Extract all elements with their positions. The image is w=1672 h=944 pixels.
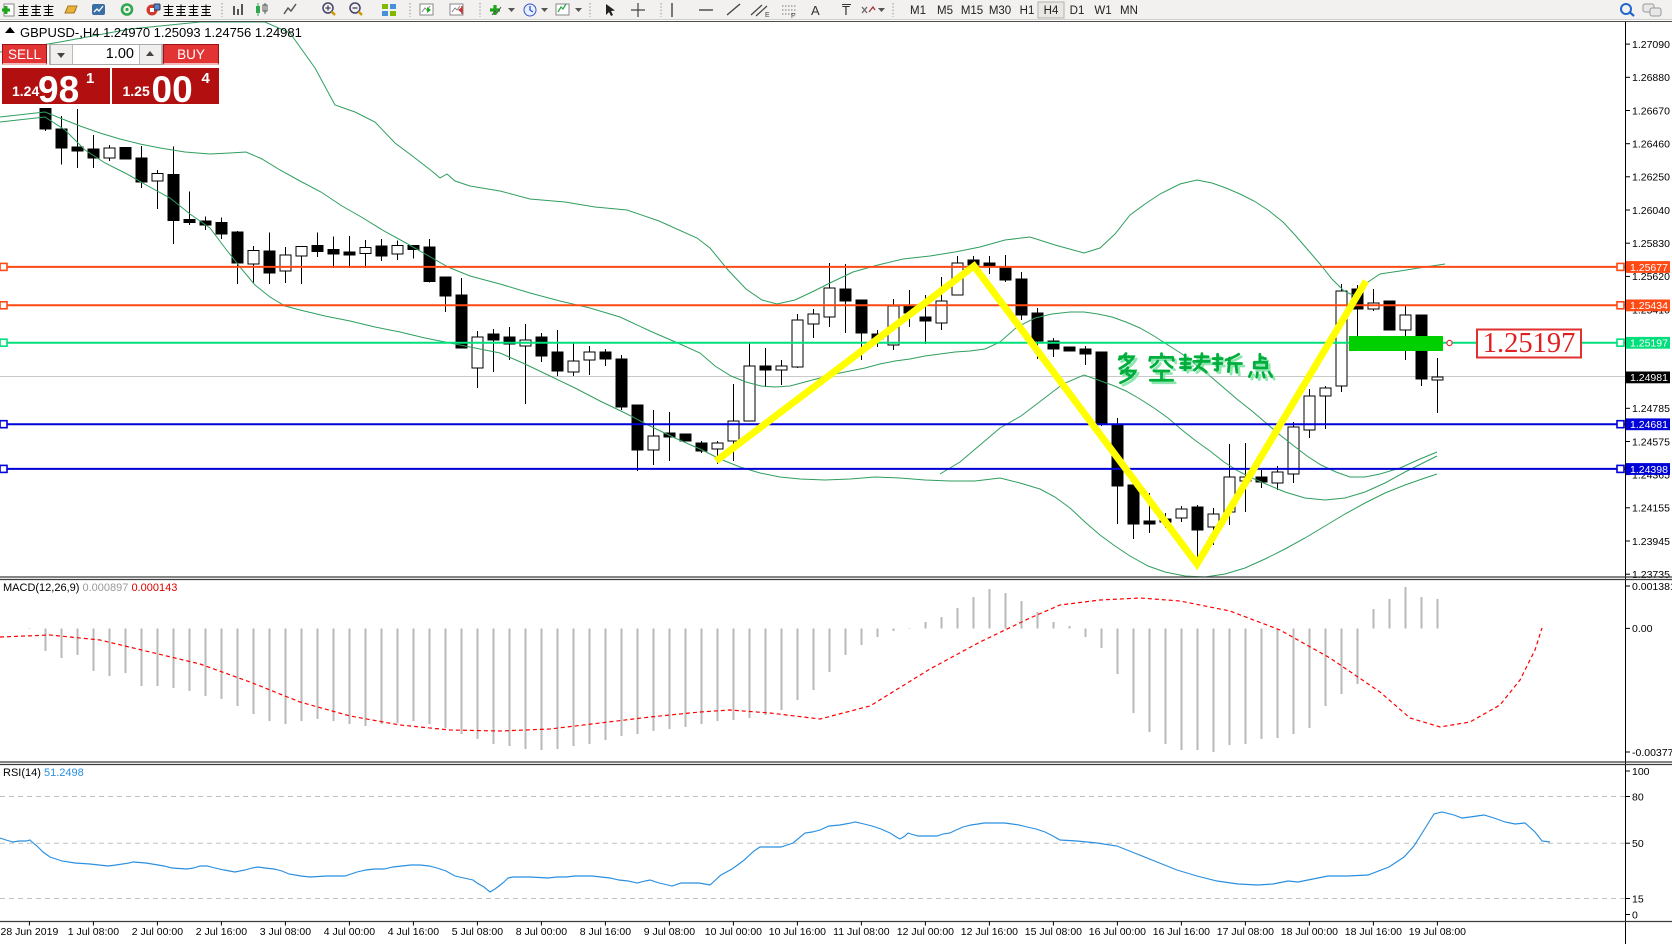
svg-text:28 Jun 2019: 28 Jun 2019 xyxy=(0,926,58,938)
svg-text:1 Jul 08:00: 1 Jul 08:00 xyxy=(68,926,120,938)
svg-text:16 Jul 00:00: 16 Jul 00:00 xyxy=(1089,926,1146,938)
svg-text:0.001381: 0.001381 xyxy=(1632,581,1672,593)
svg-text:4 Jul 00:00: 4 Jul 00:00 xyxy=(324,926,376,938)
svg-text:19 Jul 08:00: 19 Jul 08:00 xyxy=(1409,926,1466,938)
svg-text:1.23945: 1.23945 xyxy=(1632,536,1670,548)
svg-text:50: 50 xyxy=(1632,838,1644,850)
svg-text:MN: MN xyxy=(1120,5,1138,17)
svg-text:12 Jul 00:00: 12 Jul 00:00 xyxy=(897,926,954,938)
svg-text:16 Jul 16:00: 16 Jul 16:00 xyxy=(1153,926,1210,938)
svg-text:1.26880: 1.26880 xyxy=(1632,72,1670,84)
svg-text:10 Jul 16:00: 10 Jul 16:00 xyxy=(769,926,826,938)
svg-text:1.26250: 1.26250 xyxy=(1632,172,1670,184)
svg-text:E: E xyxy=(765,12,770,19)
svg-text:A: A xyxy=(811,3,820,18)
svg-text:10 Jul 00:00: 10 Jul 00:00 xyxy=(705,926,762,938)
svg-text:0.00: 0.00 xyxy=(1632,623,1653,635)
svg-text:MACD(12,26,9) 0.000897 0.00014: MACD(12,26,9) 0.000897 0.000143 xyxy=(3,582,177,594)
svg-text:80: 80 xyxy=(1632,791,1644,803)
svg-text:1.24681: 1.24681 xyxy=(1630,419,1668,431)
svg-text:-0.003771: -0.003771 xyxy=(1632,747,1672,759)
svg-text:GBPUSD-,H4 1.24970 1.25093 1.: GBPUSD-,H4 1.24970 1.25093 1.24756 1.249… xyxy=(20,25,302,40)
svg-text:M15: M15 xyxy=(961,5,983,17)
svg-text:2 Jul 16:00: 2 Jul 16:00 xyxy=(196,926,248,938)
svg-text:1.27090: 1.27090 xyxy=(1632,39,1670,51)
svg-text:1.25197: 1.25197 xyxy=(1630,338,1668,350)
svg-text:1.24981: 1.24981 xyxy=(1630,372,1668,384)
svg-text:1.24398: 1.24398 xyxy=(1630,464,1668,476)
svg-text:17 Jul 08:00: 17 Jul 08:00 xyxy=(1217,926,1274,938)
svg-text:1.24785: 1.24785 xyxy=(1632,403,1670,415)
svg-text:RSI(14) 51.2498: RSI(14) 51.2498 xyxy=(3,767,84,779)
svg-text:0: 0 xyxy=(1632,909,1638,921)
svg-text:1.25197: 1.25197 xyxy=(1483,328,1576,359)
svg-text:F: F xyxy=(791,13,795,20)
svg-text:H4: H4 xyxy=(1044,5,1059,17)
svg-text:M5: M5 xyxy=(937,5,953,17)
svg-text:1.26670: 1.26670 xyxy=(1632,105,1670,117)
svg-text:T: T xyxy=(842,3,850,18)
svg-text:1.26460: 1.26460 xyxy=(1632,139,1670,151)
svg-text:W1: W1 xyxy=(1094,5,1111,17)
svg-text:9 Jul 08:00: 9 Jul 08:00 xyxy=(644,926,696,938)
svg-text:1.25434: 1.25434 xyxy=(1630,300,1668,312)
svg-text:15: 15 xyxy=(1632,893,1644,905)
svg-text:1.25830: 1.25830 xyxy=(1632,238,1670,250)
svg-text:11 Jul 08:00: 11 Jul 08:00 xyxy=(833,926,890,938)
svg-text:12 Jul 16:00: 12 Jul 16:00 xyxy=(961,926,1018,938)
svg-text:H1: H1 xyxy=(1020,5,1035,17)
svg-text:4 Jul 16:00: 4 Jul 16:00 xyxy=(388,926,440,938)
svg-text:D1: D1 xyxy=(1070,5,1085,17)
svg-text:5 Jul 08:00: 5 Jul 08:00 xyxy=(452,926,504,938)
svg-text:18 Jul 16:00: 18 Jul 16:00 xyxy=(1345,926,1402,938)
svg-text:15 Jul 08:00: 15 Jul 08:00 xyxy=(1025,926,1082,938)
svg-text:8 Jul 16:00: 8 Jul 16:00 xyxy=(580,926,632,938)
svg-text:2 Jul 00:00: 2 Jul 00:00 xyxy=(132,926,184,938)
svg-text:1.24155: 1.24155 xyxy=(1632,503,1670,515)
svg-text:1.25677: 1.25677 xyxy=(1630,262,1668,274)
svg-text:18 Jul 00:00: 18 Jul 00:00 xyxy=(1281,926,1338,938)
svg-text:M30: M30 xyxy=(989,5,1011,17)
svg-text:1.24575: 1.24575 xyxy=(1632,436,1670,448)
svg-text:M1: M1 xyxy=(910,5,926,17)
svg-text:1.23735: 1.23735 xyxy=(1632,569,1670,581)
svg-text:1.26040: 1.26040 xyxy=(1632,205,1670,217)
svg-text:1.25620: 1.25620 xyxy=(1632,271,1670,283)
svg-text:100: 100 xyxy=(1632,766,1650,778)
svg-text:8 Jul 00:00: 8 Jul 00:00 xyxy=(516,926,568,938)
svg-text:3 Jul 08:00: 3 Jul 08:00 xyxy=(260,926,312,938)
